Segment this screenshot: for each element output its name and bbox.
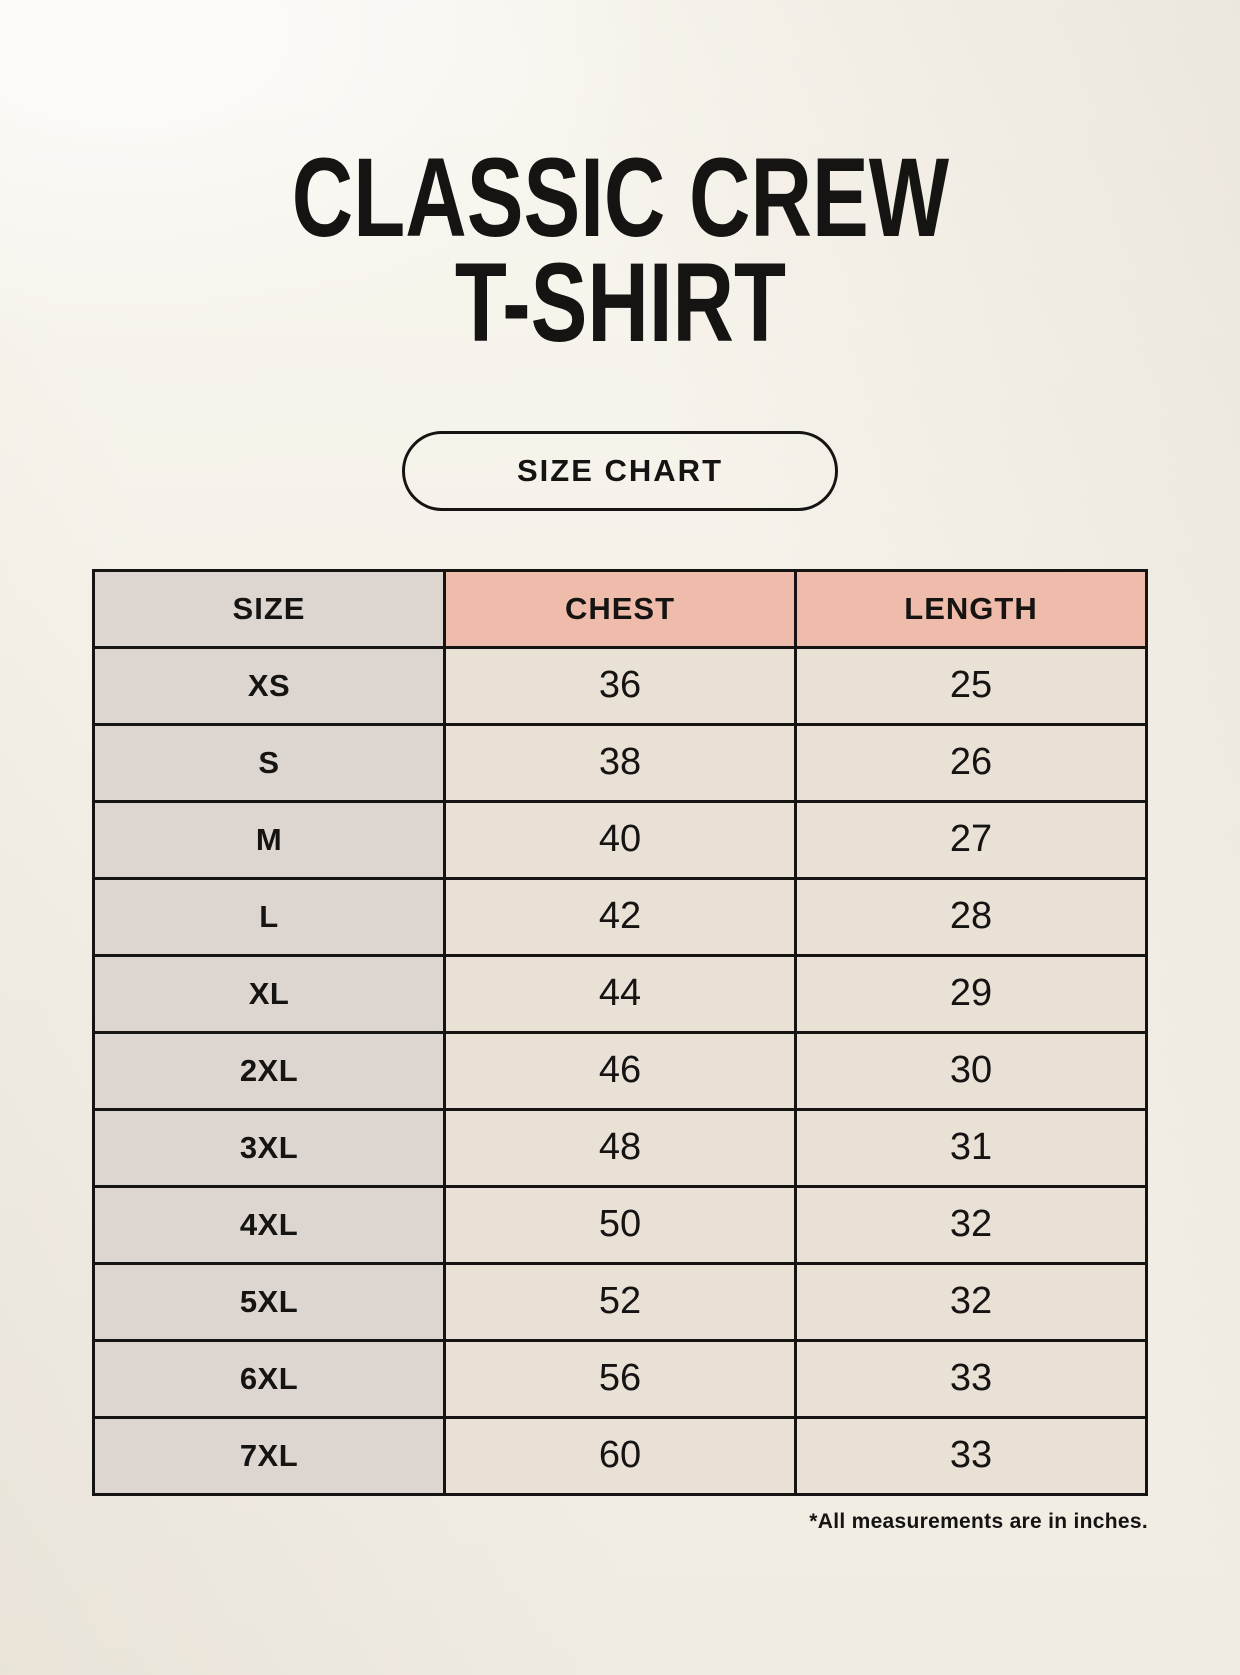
header-size: SIZE (92, 568, 446, 649)
chest-cell: 52 (443, 1261, 797, 1342)
length-cell: 33 (794, 1338, 1148, 1419)
table-row: 5XL 52 32 (92, 1261, 1148, 1342)
length-cell: 27 (794, 799, 1148, 880)
size-cell: 7XL (92, 1415, 446, 1496)
table-row: 7XL 60 33 (92, 1415, 1148, 1496)
badge-row: SIZE CHART (0, 430, 1240, 511)
length-cell: 26 (794, 722, 1148, 803)
size-cell: 2XL (92, 1030, 446, 1111)
size-cell: 6XL (92, 1338, 446, 1419)
length-cell: 25 (794, 645, 1148, 726)
length-cell: 32 (794, 1184, 1148, 1265)
table-row: S 38 26 (92, 722, 1148, 803)
chest-cell: 38 (443, 722, 797, 803)
chest-cell: 36 (443, 645, 797, 726)
header-chest: CHEST (443, 568, 797, 649)
length-cell: 29 (794, 953, 1148, 1034)
measurements-footnote: *All measurements are in inches. (809, 1509, 1148, 1533)
size-chart-button[interactable]: SIZE CHART (402, 430, 838, 511)
size-cell: 5XL (92, 1261, 446, 1342)
page-title: CLASSIC CREW T-SHIRT (0, 75, 1240, 359)
length-cell: 31 (794, 1107, 1148, 1188)
chest-cell: 44 (443, 953, 797, 1034)
table-row: 3XL 48 31 (92, 1107, 1148, 1188)
table-row: 4XL 50 32 (92, 1184, 1148, 1265)
length-cell: 33 (794, 1415, 1148, 1496)
chest-cell: 42 (443, 876, 797, 957)
chest-cell: 40 (443, 799, 797, 880)
chest-cell: 48 (443, 1107, 797, 1188)
chest-cell: 50 (443, 1184, 797, 1265)
size-cell: XS (92, 645, 446, 726)
table-row: XS 36 25 (92, 645, 1148, 726)
size-cell: 4XL (92, 1184, 446, 1265)
chest-cell: 60 (443, 1415, 797, 1496)
length-cell: 30 (794, 1030, 1148, 1111)
page-title-line2: T-SHIRT (454, 240, 786, 366)
page-title-line1: CLASSIC CREW (291, 135, 949, 261)
header-length: LENGTH (794, 568, 1148, 649)
table-row: XL 44 29 (92, 953, 1148, 1034)
size-cell: L (92, 876, 446, 957)
size-cell: 3XL (92, 1107, 446, 1188)
length-cell: 28 (794, 876, 1148, 957)
table-header-row: SIZE CHEST LENGTH (92, 568, 1148, 649)
size-cell: S (92, 722, 446, 803)
size-cell: M (92, 799, 446, 880)
table-row: 6XL 56 33 (92, 1338, 1148, 1419)
table-row: L 42 28 (92, 876, 1148, 957)
table-row: M 40 27 (92, 799, 1148, 880)
size-cell: XL (92, 953, 446, 1034)
table-row: 2XL 46 30 (92, 1030, 1148, 1111)
length-cell: 32 (794, 1261, 1148, 1342)
chest-cell: 56 (443, 1338, 797, 1419)
size-chart-table: SIZE CHEST LENGTH XS 36 25 S 38 26 M 40 … (92, 568, 1148, 1496)
chest-cell: 46 (443, 1030, 797, 1111)
